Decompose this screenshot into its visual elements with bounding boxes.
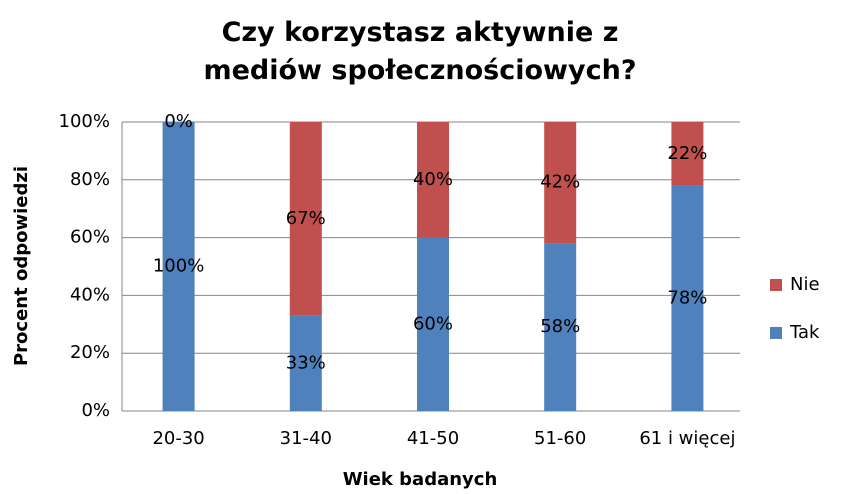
y-tick-label: 20% (70, 342, 110, 363)
legend-swatch (770, 279, 782, 291)
data-label: 60% (413, 313, 453, 334)
bar-segment (289, 122, 322, 316)
y-axis-label: Procent odpowiedzi (11, 166, 32, 366)
data-label: 58% (540, 316, 580, 337)
y-tick-label: 60% (70, 227, 110, 248)
bar-segment (671, 122, 704, 186)
legend-swatch (770, 327, 782, 339)
x-tick-label: 51-60 (534, 428, 586, 449)
bar-segment (544, 243, 577, 411)
y-tick-label: 100% (59, 111, 110, 132)
x-tick-label: 20-30 (152, 428, 204, 449)
y-tick-label: 40% (70, 284, 110, 305)
y-tick-label: 80% (70, 169, 110, 190)
data-label: 78% (667, 287, 707, 308)
legend-label: Tak (789, 322, 820, 343)
bar-segment (417, 237, 449, 411)
data-label: 0% (164, 111, 193, 132)
bar-segment (417, 122, 449, 238)
data-label: 33% (286, 352, 326, 373)
x-tick-label: 31-40 (280, 428, 332, 449)
data-label: 22% (667, 143, 707, 164)
chart-title: Czy korzystasz aktywnie z mediów społecz… (203, 17, 637, 86)
legend-label: Nie (790, 274, 820, 295)
data-label: 40% (413, 169, 453, 190)
data-label: 42% (540, 172, 580, 193)
x-axis-label: Wiek badanych (343, 469, 498, 490)
bar-segment (289, 315, 322, 411)
data-label: 100% (153, 256, 204, 277)
x-tick-label: 61 i więcej (639, 428, 735, 449)
bar-segment (671, 185, 704, 411)
bar-segment (544, 122, 577, 244)
x-tick-label: 41-50 (407, 428, 459, 449)
data-label: 67% (286, 208, 326, 229)
y-tick-label: 0% (81, 400, 110, 421)
bar-segment (162, 122, 195, 411)
